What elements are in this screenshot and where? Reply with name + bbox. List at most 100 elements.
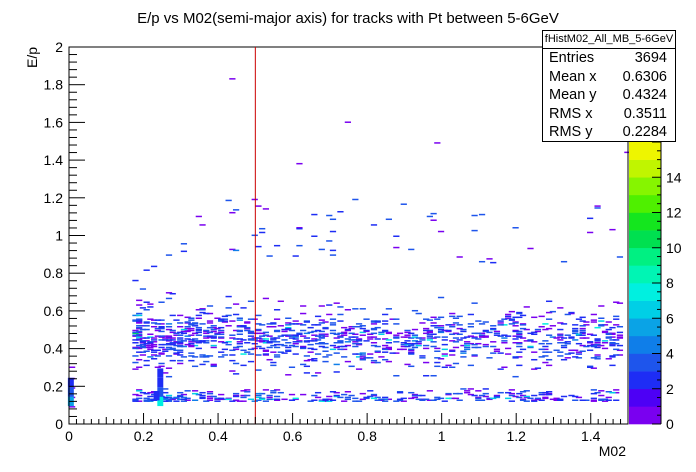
heatmap-cell [404, 336, 411, 338]
heatmap-cell [277, 335, 284, 337]
color-scale-label: 10 [666, 240, 682, 256]
heatmap-cell [314, 353, 322, 355]
heatmap-cell [169, 337, 176, 339]
heatmap-hot-spot [67, 377, 74, 388]
heatmap-cell [165, 343, 173, 346]
heatmap-cell [158, 352, 165, 354]
heatmap-cell [169, 359, 176, 362]
heatmap-cell [173, 319, 180, 321]
heatmap-cell [464, 346, 471, 349]
heatmap-cell [136, 400, 143, 402]
heatmap-cell [296, 333, 303, 336]
heatmap-cell [221, 320, 229, 322]
heatmap-cell [177, 398, 184, 401]
heatmap-cell [162, 391, 169, 394]
heatmap-cell [288, 323, 296, 325]
heatmap-cell [162, 335, 169, 337]
heatmap-cell [311, 394, 318, 397]
heatmap-cell [396, 332, 404, 335]
heatmap-cell [579, 329, 586, 332]
stats-value: 0.6306 [622, 68, 667, 85]
heatmap-cell [322, 327, 329, 330]
heatmap-cell [363, 329, 370, 332]
heatmap-cell [314, 342, 322, 345]
y-axis: 0 0.2 0.4 0.6 0.8 1 1.2 1.4 1.6 1.8 2 [44, 39, 85, 432]
heatmap-cell [165, 328, 173, 331]
heatmap-cell [303, 365, 311, 368]
heatmap-cell [150, 339, 158, 341]
heatmap-cell [214, 397, 221, 400]
heatmap-cell [281, 339, 288, 341]
heatmap-cell [437, 330, 445, 333]
heatmap-cell [221, 318, 229, 320]
heatmap-cell [318, 342, 325, 344]
heatmap-cell [594, 207, 601, 209]
heatmap-cell [165, 335, 173, 337]
heatmap-cell [590, 367, 597, 369]
heatmap-cell [214, 398, 221, 401]
heatmap-cell [601, 342, 609, 344]
heatmap-cell [143, 342, 150, 345]
heatmap-cell [400, 348, 407, 351]
heatmap-cell [609, 339, 616, 341]
heatmap-cell [162, 372, 169, 374]
heatmap-cell [385, 218, 392, 221]
heatmap-cell [180, 345, 188, 348]
heatmap-cell [497, 322, 504, 324]
heatmap-cell [590, 343, 597, 346]
heatmap-cell [542, 355, 549, 357]
heatmap-cell [337, 211, 344, 213]
heatmap-cell [195, 215, 202, 218]
heatmap-cell [478, 399, 486, 401]
heatmap-cell [557, 398, 564, 401]
heatmap-cell [475, 390, 482, 392]
heatmap-cell [493, 395, 501, 398]
heatmap-cell [188, 329, 195, 332]
heatmap-cell [374, 321, 381, 323]
heatmap-cell [333, 337, 340, 339]
heatmap-cell [147, 336, 154, 338]
heatmap-cell [587, 333, 594, 336]
heatmap-cell [311, 359, 318, 362]
heatmap-cell [609, 391, 616, 394]
heatmap-cell [408, 248, 415, 251]
heatmap-cell [244, 327, 251, 330]
heatmap-cell [236, 400, 243, 402]
heatmap-cell [616, 302, 624, 304]
heatmap-cell [255, 396, 262, 399]
heatmap-cell [355, 343, 363, 346]
heatmap-cell [184, 399, 191, 401]
heatmap-cell [139, 345, 147, 348]
heatmap-cell [329, 348, 337, 351]
heatmap-cell [337, 332, 344, 335]
heatmap-cell [609, 342, 616, 344]
heatmap-cell [434, 325, 441, 327]
heatmap-cell [132, 279, 139, 282]
heatmap-cell [311, 338, 318, 340]
heatmap-cell [162, 343, 169, 346]
heatmap-cell [162, 337, 169, 339]
heatmap-cell [311, 324, 318, 326]
heatmap-cell [255, 205, 262, 207]
heatmap-cell [337, 340, 344, 342]
heatmap-cell [210, 344, 217, 347]
heatmap-cell [221, 398, 229, 401]
heatmap-cell [158, 353, 165, 355]
color-scale-swatch [629, 212, 661, 231]
heatmap-cell [139, 346, 147, 349]
stats-label: Entries [549, 50, 595, 66]
heatmap-cell [262, 349, 270, 352]
heatmap-cell [572, 332, 579, 335]
heatmap-cell [471, 354, 478, 356]
heatmap-cell [616, 337, 624, 339]
heatmap-cell [314, 315, 322, 318]
heatmap-cell [139, 342, 147, 344]
heatmap-cell [408, 353, 415, 355]
heatmap-cell [199, 363, 206, 366]
heatmap-cell [132, 400, 139, 402]
heatmap-cell [251, 198, 258, 201]
heatmap-cell [184, 335, 191, 337]
heatmap-cell [158, 339, 165, 341]
heatmap-cell [136, 389, 143, 391]
heatmap-cell [300, 312, 307, 315]
